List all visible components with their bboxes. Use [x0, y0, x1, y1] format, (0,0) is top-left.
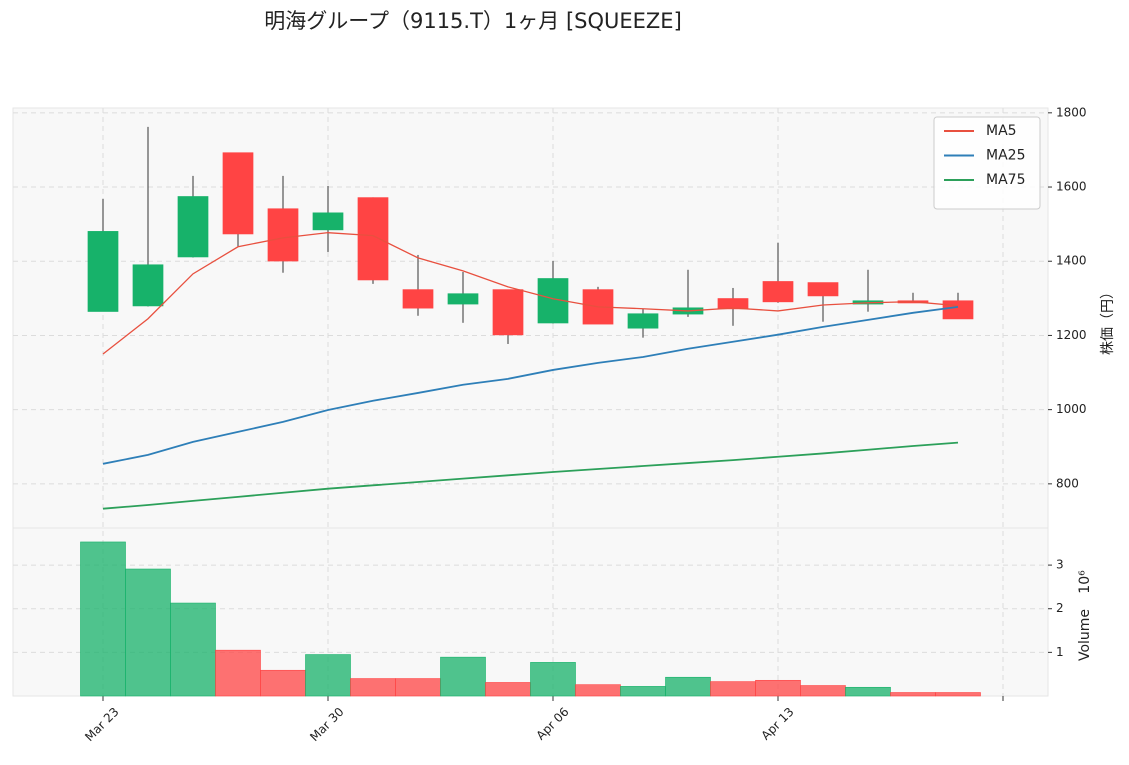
volume-bar	[800, 685, 846, 697]
x-tick-label: Apr 06	[534, 705, 572, 743]
chart-title: 明海グループ（9115.T）1ヶ月 [SQUEEZE]	[264, 9, 682, 33]
volume-bar	[485, 682, 531, 697]
legend-label: MA5	[986, 123, 1017, 139]
volume-axis-label: Volume	[1077, 609, 1093, 661]
y-tick-label: 1600	[1056, 180, 1087, 194]
volume-bar	[665, 676, 711, 697]
legend-box	[933, 116, 1041, 210]
candle-body	[492, 289, 524, 336]
y-tick-label: 800	[1056, 476, 1079, 490]
candle-body	[807, 282, 839, 297]
y-tick-label: 1800	[1056, 105, 1087, 119]
candle-body	[87, 231, 119, 312]
volume-bar	[350, 678, 396, 697]
volume-bar	[305, 654, 351, 697]
x-tick-label: Apr 13	[759, 705, 797, 743]
y-tick-label: 1	[1056, 645, 1064, 659]
candle-body	[267, 208, 299, 262]
volume-bar	[935, 692, 981, 697]
candle-body	[447, 293, 479, 305]
volume-bar	[620, 686, 666, 697]
ma-line	[102, 232, 959, 355]
y-tick-label: 1400	[1056, 254, 1087, 268]
y-tick-label: 1000	[1056, 402, 1087, 416]
y-tick-label: 1200	[1056, 328, 1087, 342]
volume-bar	[755, 679, 801, 697]
ma-line	[102, 441, 959, 510]
volume-bar	[125, 568, 171, 697]
ma-line	[102, 305, 959, 465]
x-tick-label: Mar 23	[82, 705, 121, 744]
volume-bar	[260, 669, 306, 697]
volume-bar	[890, 692, 936, 697]
candle-body	[357, 197, 389, 281]
y-tick-label: 3	[1056, 558, 1064, 572]
legend-label: MA25	[986, 148, 1025, 164]
candle-body	[312, 212, 344, 231]
volume-bar	[170, 602, 216, 697]
candle-body	[402, 289, 434, 309]
candle-body	[942, 300, 974, 320]
volume-bar	[395, 678, 441, 697]
candle-body	[537, 278, 569, 324]
candle-body	[222, 152, 254, 235]
volume-bar	[710, 681, 756, 697]
volume-bar	[575, 684, 621, 697]
volume-bar	[440, 656, 486, 697]
volume-bar	[845, 686, 891, 697]
volume-bar	[80, 541, 126, 697]
y-axis-label: 株価（円）	[1100, 285, 1116, 355]
volume-offset-label: 10⁶	[1077, 570, 1093, 594]
candle-body	[717, 298, 749, 310]
candle-body	[627, 313, 659, 329]
candle-body	[132, 264, 164, 307]
y-tick-label: 2	[1056, 601, 1064, 615]
legend-label: MA75	[986, 172, 1025, 188]
x-tick-label: Mar 30	[307, 705, 346, 744]
candle-body	[177, 196, 209, 258]
volume-bar	[530, 662, 576, 697]
volume-bar	[215, 649, 261, 697]
candle-body	[762, 281, 794, 303]
